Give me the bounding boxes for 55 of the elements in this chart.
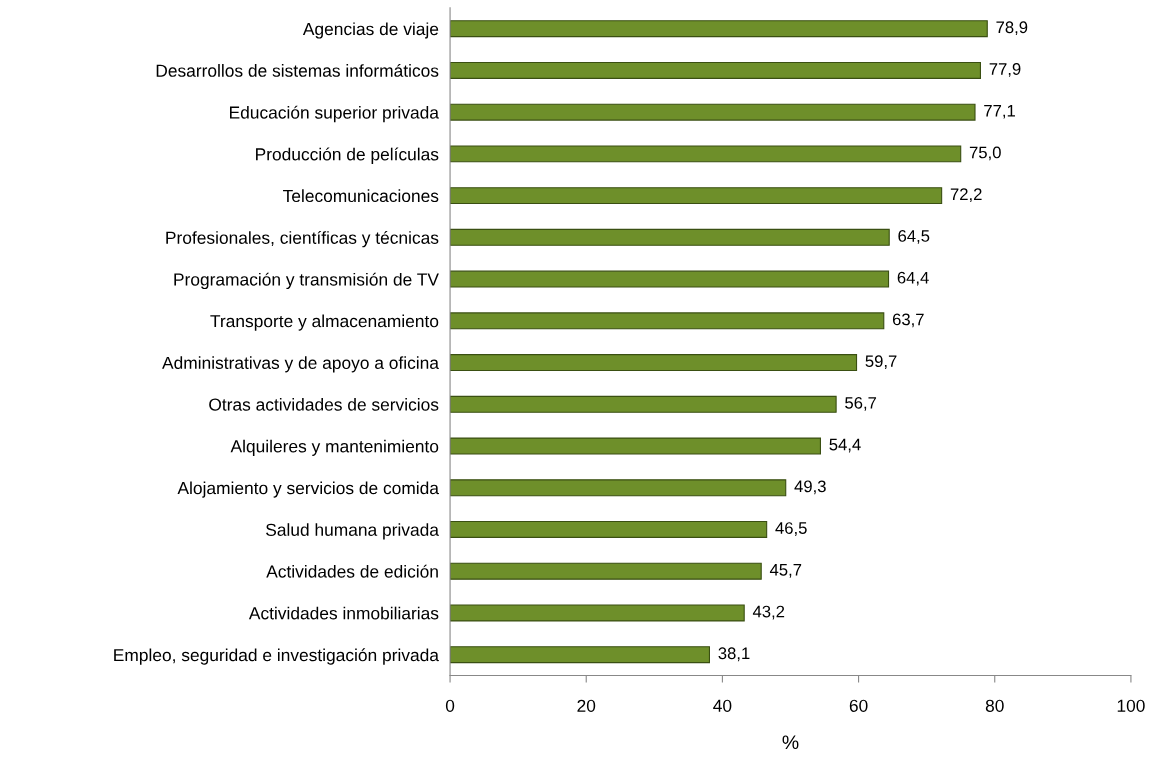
bar [450, 187, 943, 205]
bar [450, 61, 982, 79]
data-label: 63,7 [892, 313, 924, 328]
y-tick-label: Transporte y almacenamiento [210, 314, 439, 331]
x-tick-label: 60 [849, 699, 868, 712]
bar [450, 354, 858, 372]
bar [450, 562, 762, 580]
data-label: 38,1 [718, 647, 750, 662]
y-tick-label: Desarrollos de sistemas informáticos [156, 63, 439, 77]
y-tick-label: Alojamiento y servicios de comida [177, 481, 439, 498]
x-tick-label: 80 [985, 699, 1004, 712]
data-label: 43,2 [752, 605, 785, 620]
bar [450, 103, 976, 121]
y-tick-label: Otras actividades de servicios [209, 398, 439, 411]
y-tick-label: Programación y transmisión de TV [174, 272, 439, 290]
x-tick-label: 40 [713, 699, 732, 712]
y-tick-label: Telecomunicaciones [283, 189, 439, 203]
y-tick-label: Educación superior privada [230, 105, 439, 123]
data-label: 77,9 [989, 63, 1021, 77]
x-tick-label: 0 [445, 699, 455, 712]
y-tick-label: Producción de películas [256, 147, 439, 164]
x-tick-label: 100 [1117, 699, 1145, 712]
data-label: 54,4 [829, 438, 861, 453]
bar [450, 312, 885, 330]
bar [450, 270, 890, 288]
bar [450, 437, 822, 455]
data-label: 64,5 [898, 230, 930, 244]
bar [450, 521, 768, 538]
data-label: 49,3 [794, 480, 826, 495]
bar [450, 145, 962, 163]
y-tick-label: Agencias de viaje [302, 22, 439, 39]
data-label: 64,4 [897, 271, 929, 286]
data-label: 59,7 [865, 355, 897, 369]
bar [450, 479, 787, 497]
data-label: 75,0 [969, 146, 1001, 161]
data-label: 45,7 [769, 564, 802, 578]
data-label: 56,7 [845, 396, 877, 411]
x-tick-label: 20 [577, 699, 596, 712]
y-tick-label: Alquileres y mantenimiento [230, 439, 439, 456]
bar [450, 646, 711, 664]
data-label: 46,5 [775, 522, 807, 536]
x-axis-title: % [782, 735, 799, 750]
y-tick-label: Salud humana privada [266, 523, 439, 540]
data-label: 72,2 [950, 188, 982, 203]
y-tick-label: Actividades inmobiliarias [248, 606, 439, 620]
bar [450, 395, 837, 413]
y-tick-label: Profesionales, científicas y técnicas [166, 230, 439, 248]
y-tick-label: Administrativas y de apoyo a oficina [162, 356, 439, 373]
y-tick-label: Empleo, seguridad e investigación privada [114, 648, 439, 665]
bar [450, 604, 745, 622]
data-label: 77,1 [984, 104, 1015, 119]
y-tick-label: Actividades de edición [266, 564, 438, 578]
bar [450, 228, 890, 246]
bar [450, 20, 988, 38]
data-label: 78,9 [996, 21, 1028, 36]
